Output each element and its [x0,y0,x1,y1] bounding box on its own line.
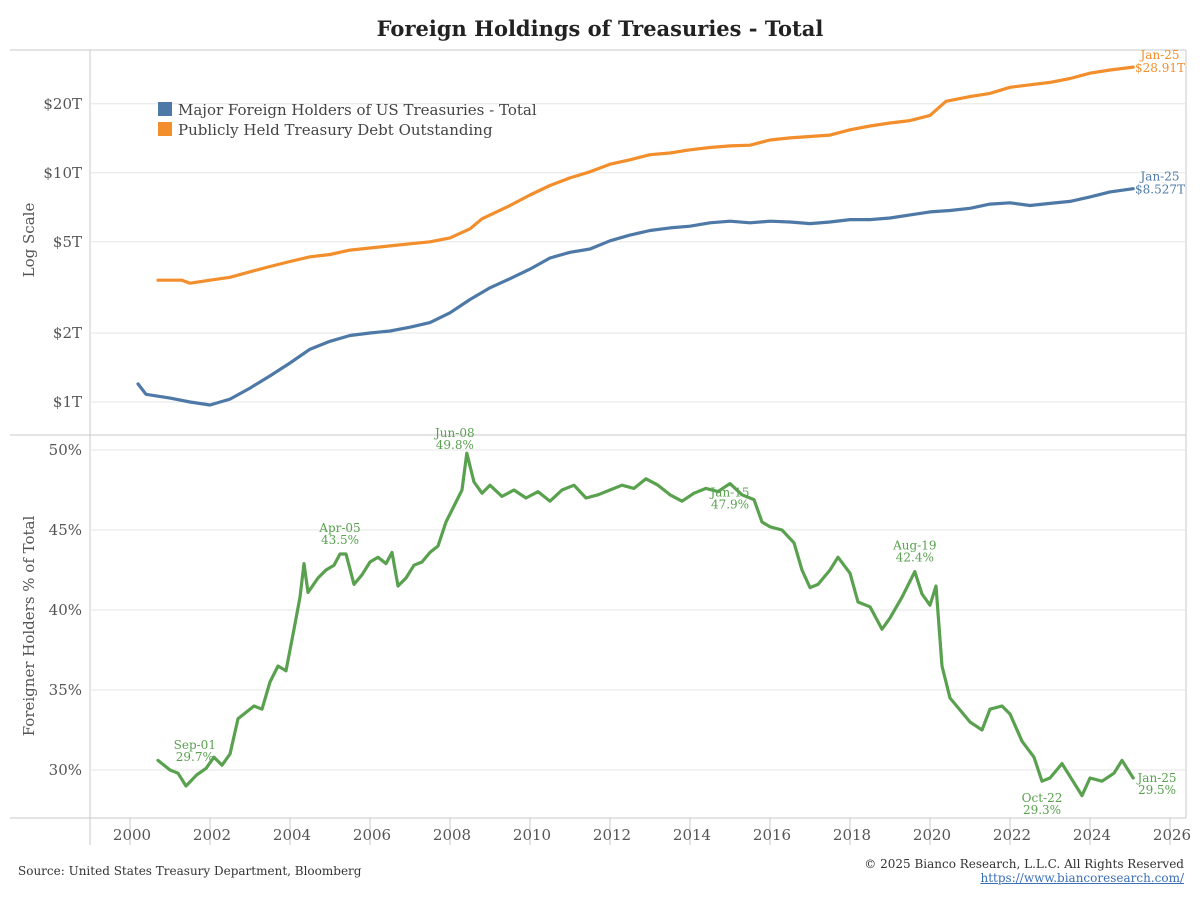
x-tick-label: 2002 [193,826,231,844]
x-tick-label: 2016 [753,826,791,844]
bottom-y-tick-label: 30% [49,761,82,779]
foreign-series-line [136,187,1135,407]
percent-series-line [156,451,1135,798]
annotation-pct-date: Oct-22 [1022,791,1063,805]
annotation-pct-date: Aug-19 [892,539,936,553]
top-y-axis-label: Log Scale [20,203,38,278]
bottom-y-tick-label: 45% [49,521,82,539]
annotation-foreign-date: Jan-25 [1138,170,1179,184]
annotation-debt-value: $28.91T [1135,61,1185,75]
source-note: Source: United States Treasury Departmen… [18,864,362,878]
x-tick-label: 2006 [353,826,391,844]
annotation-debt-date: Jan-25 [1138,48,1179,62]
annotation-pct-value: 29.7% [176,750,214,764]
debt-series-line [156,65,1135,285]
annotation-pct-value: 47.9% [711,498,749,512]
x-tick-label: 2026 [1153,826,1191,844]
copyright-note: © 2025 Bianco Research, L.L.C. All Right… [864,857,1184,871]
annotation-pct-value: 42.4% [896,551,934,565]
legend-swatch-debt [158,122,172,136]
x-tick-label: 2004 [273,826,311,844]
top-y-tick-label: $5T [53,233,82,251]
x-tick-label: 2022 [993,826,1031,844]
website-link[interactable]: https://www.biancoresearch.com/ [980,871,1184,885]
annotation-pct-date: Jan-15 [708,486,749,500]
top-y-tick-label: $20T [43,95,82,113]
annotation-foreign-value: $8.527T [1135,183,1185,197]
annotation-pct-value: 43.5% [321,533,359,547]
chart-title: Foreign Holdings of Treasuries - Total [376,16,824,41]
x-tick-label: 2024 [1073,826,1111,844]
x-tick-label: 2014 [673,826,711,844]
x-tick-label: 2000 [113,826,151,844]
bottom-y-axis-label: Foreigner Holders % of Total [20,516,38,737]
legend-swatch-foreign [158,102,172,116]
legend-label-foreign: Major Foreign Holders of US Treasuries -… [178,101,537,119]
annotation-pct-value: 29.3% [1023,803,1061,817]
x-tick-label: 2018 [833,826,871,844]
annotation-pct-value: 29.5% [1138,783,1176,797]
bottom-y-tick-label: 50% [49,441,82,459]
top-y-tick-label: $2T [53,324,82,342]
x-tick-label: 2010 [513,826,551,844]
x-tick-label: 2012 [593,826,631,844]
bottom-y-tick-label: 35% [49,681,82,699]
x-tick-label: 2020 [913,826,951,844]
annotation-pct-date: Jun-08 [433,426,475,440]
annotation-pct-date: Jan-25 [1135,771,1176,785]
annotation-pct-value: 49.8% [436,438,474,452]
annotation-pct-date: Apr-05 [318,521,360,535]
top-y-tick-label: $10T [43,164,82,182]
bottom-y-tick-label: 40% [49,601,82,619]
x-tick-label: 2008 [433,826,471,844]
annotation-pct-date: Sep-01 [174,738,216,752]
legend-label-debt: Publicly Held Treasury Debt Outstanding [178,121,493,139]
top-y-tick-label: $1T [53,393,82,411]
